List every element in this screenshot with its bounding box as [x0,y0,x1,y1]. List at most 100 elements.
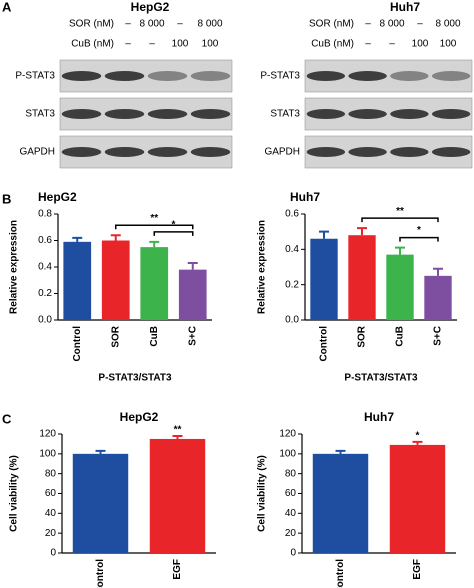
error-bar [433,267,443,276]
bar [101,240,130,320]
blot-band [104,71,145,81]
condition-value: – [365,19,371,30]
condition-value: 100 [440,39,457,50]
x-tick-label: EGF [172,559,183,580]
condition-value: – [365,39,371,50]
x-tick-label: S+C [433,326,444,346]
y-tick-label: 20 [45,528,57,539]
y-tick-label: 60 [285,488,297,499]
condition-value: 100 [202,39,219,50]
x-tick-label: Control [319,326,330,362]
condition-value: – [177,19,183,30]
band-label: GAPDH [19,147,55,158]
condition-label: SOR (nM) [69,19,114,30]
bar [72,453,129,553]
chart-title: Huh7 [290,190,320,204]
error-bar [149,240,160,248]
condition-value: – [389,39,395,50]
blot-band [348,109,387,119]
error-bar [412,440,423,445]
y-tick-label: 0 [50,548,56,559]
condition-value: 8 000 [435,19,460,30]
blot-band [61,109,102,119]
chart-title: Huh7 [364,410,394,424]
condition-value: 8 000 [139,19,164,30]
bar [178,269,207,320]
y-tick-label: 0.4 [38,262,52,273]
blot-band [147,109,188,119]
blot-band [431,147,471,157]
blot-band [306,147,346,157]
significance-bracket [115,224,194,230]
condition-value: 100 [412,39,429,50]
condition-label: CuB (nM) [311,39,354,50]
x-tick-label: EGF [412,559,423,580]
significance: * [172,219,176,230]
panel-label: C [2,411,12,426]
blot-band [390,71,429,81]
condition-value: – [125,39,131,50]
y-tick-label: 120 [39,429,56,440]
y-tick-label: 100 [279,448,296,459]
bar [312,453,369,553]
blot-band [190,109,231,119]
y-tick-label: 0.2 [38,288,52,299]
significance: * [416,431,420,442]
blot-band [61,147,102,157]
blot-band [190,71,231,81]
significance-bracket [399,236,439,242]
blot-band [390,109,429,119]
significance: ** [150,213,158,224]
y-tick-label: 40 [45,508,57,519]
blot-band [147,147,188,157]
blot-title: HepG2 [131,0,170,14]
y-tick-label: 80 [285,468,297,479]
blot-band [348,71,387,81]
blot-band [431,109,471,119]
x-tick-label: Control [95,559,106,588]
significance: ** [174,425,182,436]
blot-band [390,147,429,157]
bar [140,247,169,320]
y-tick-label: 0.4 [285,244,299,255]
chart-title: HepG2 [38,190,77,204]
band-label: STAT3 [270,109,300,120]
y-tick-label: 0.0 [285,315,299,326]
band-label: P-STAT3 [15,71,55,82]
panel-label: A [2,0,12,14]
condition-label: CuB (nM) [71,39,114,50]
significance: * [417,225,421,236]
y-tick-label: 0 [290,548,296,559]
y-axis-label: Cell viability (%) [9,455,20,532]
y-tick-label: 0.2 [285,279,299,290]
blot-band [147,71,188,81]
y-tick-label: 60 [45,488,57,499]
blot-band [348,147,387,157]
y-tick-label: 0.0 [38,315,52,326]
x-tick-label: SOR [110,325,121,347]
condition-value: – [149,39,155,50]
condition-label: SOR (nM) [309,19,354,30]
bar [424,275,452,320]
bar [63,241,92,320]
blot-band [104,109,145,119]
error-bar [95,449,106,454]
y-axis-label: Relative expression [257,220,268,314]
y-tick-label: 100 [39,448,56,459]
blot-band [104,147,145,157]
bar [386,254,414,320]
bar [389,444,446,553]
condition-value: 8 000 [197,19,222,30]
error-bar [357,227,367,236]
panel-label: B [2,191,11,206]
y-tick-label: 20 [285,528,297,539]
blot-band [61,71,102,81]
error-bar [335,449,346,454]
error-bar [72,236,83,242]
x-tick-label: CuB [149,326,160,347]
y-tick-label: 0.6 [38,235,52,246]
error-bar [395,246,405,255]
blot-band [306,71,346,81]
error-bar [187,262,198,270]
